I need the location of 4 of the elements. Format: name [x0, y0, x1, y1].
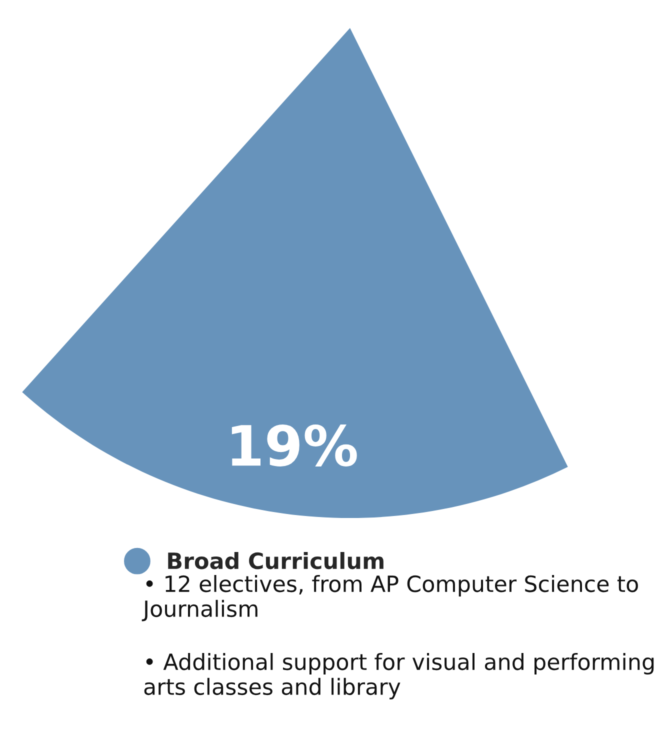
text: • Additional support for visual and performing arts classes and library	[144, 653, 654, 700]
text: • 12 electives, from AP Computer Science to Journalism	[142, 575, 638, 622]
legend-label: Broad Curriculum	[168, 552, 384, 570]
data-label: 19%	[232, 424, 357, 466]
